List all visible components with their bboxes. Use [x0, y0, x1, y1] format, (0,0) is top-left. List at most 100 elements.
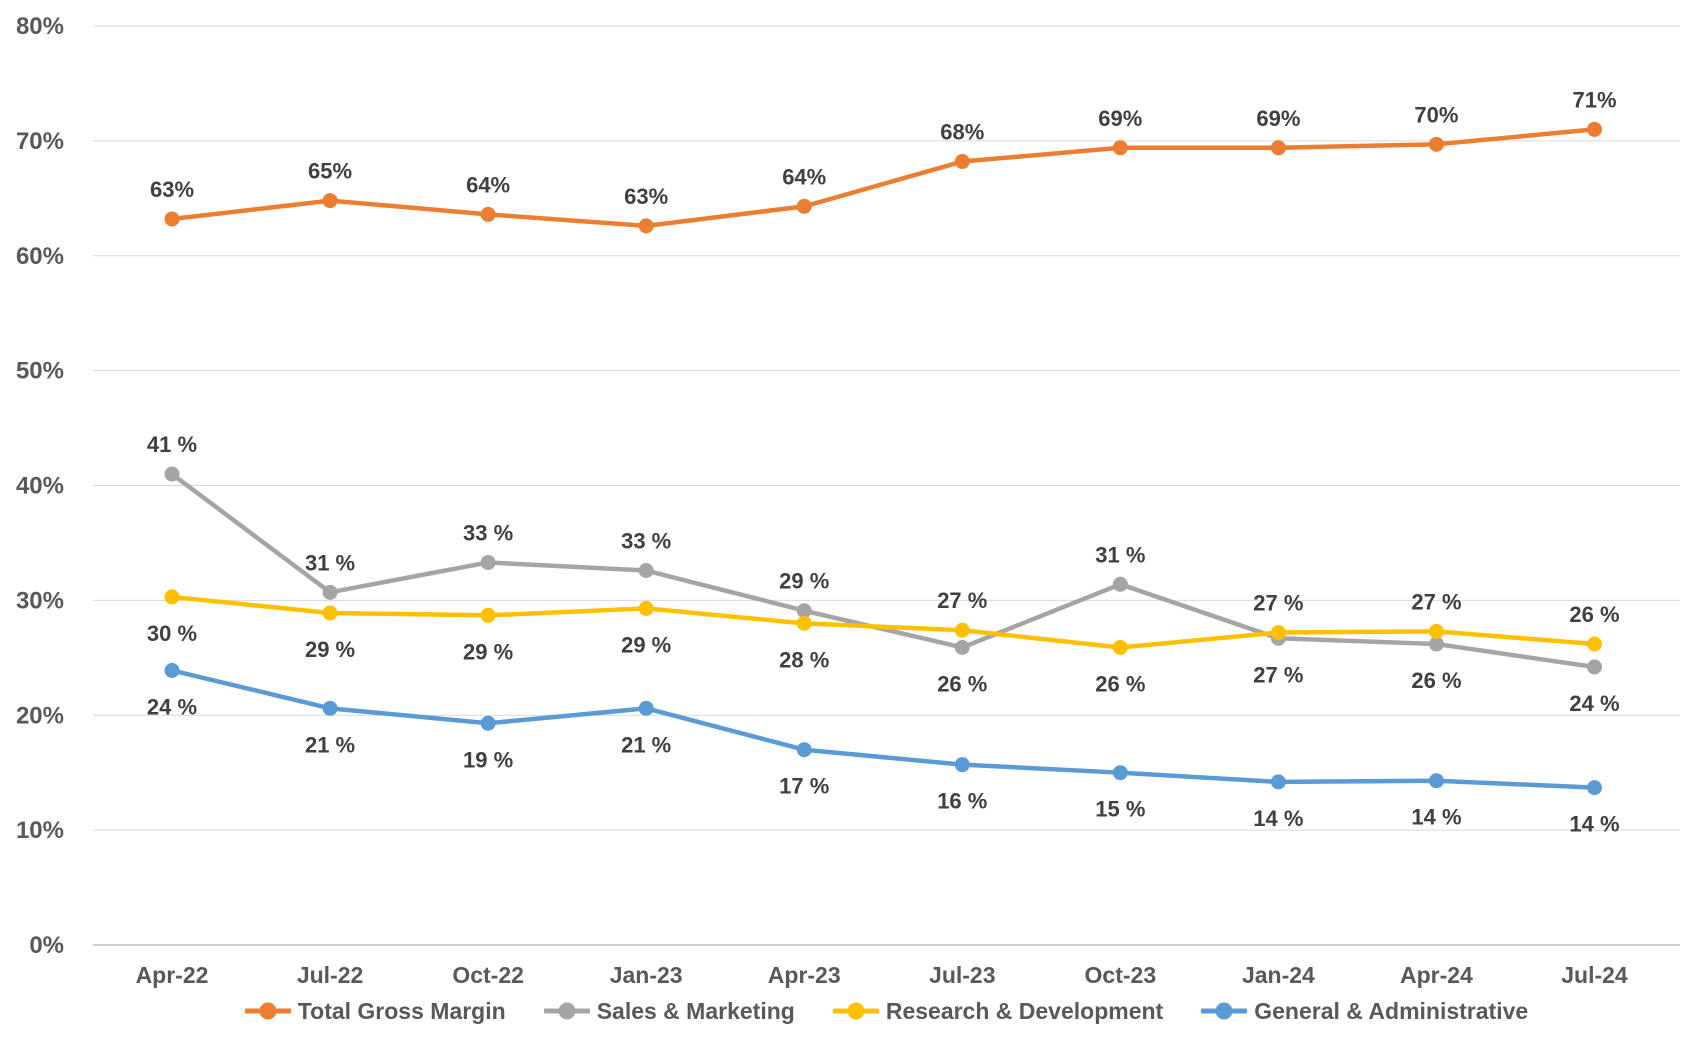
y-axis-tick-label: 60%	[16, 243, 64, 270]
data-point-label: 63%	[150, 177, 194, 202]
data-point-marker	[322, 584, 338, 600]
data-point-marker	[954, 622, 970, 638]
data-point-marker	[164, 466, 180, 482]
legend-line-marker-icon	[1201, 1002, 1248, 1020]
legend-line-marker-icon	[543, 1002, 590, 1020]
data-point-marker	[638, 563, 654, 579]
gridlines	[93, 25, 1680, 946]
data-point-label: 17 %	[779, 774, 829, 799]
data-point-label: 15 %	[1095, 797, 1145, 822]
data-point-label: 26 %	[1411, 668, 1461, 693]
legend-line-marker-icon	[244, 1002, 291, 1020]
data-point-label: 33 %	[621, 529, 671, 554]
series-line	[169, 127, 1597, 229]
series-general-administrative: 24 % 21 % 19 % 21 % 17 % 16 % 15 % 14 % 14 % 14 %	[147, 662, 1620, 837]
y-axis-tick-label: 40%	[16, 473, 64, 500]
legend-label: General & Administrative	[1254, 997, 1529, 1024]
x-axis-tick-label: Jul-24	[1561, 962, 1628, 988]
data-point-label: 27 %	[937, 588, 987, 613]
x-axis-tick-label: Jan-24	[1242, 962, 1315, 988]
x-axis-tick-label: Oct-23	[1085, 962, 1157, 988]
legend-label: Total Gross Margin	[297, 997, 506, 1024]
y-axis-tick-label: 70%	[16, 128, 64, 155]
data-point-label: 31 %	[305, 550, 355, 575]
series-line	[169, 668, 1597, 790]
data-point-label: 24 %	[1569, 691, 1619, 716]
data-point-marker	[480, 554, 496, 570]
data-point-marker	[1270, 774, 1286, 790]
y-axis-tick-label: 20%	[16, 702, 64, 729]
data-point-label: 29 %	[621, 632, 671, 657]
data-point-label: 64%	[782, 164, 826, 189]
data-point-label: 69%	[1098, 106, 1142, 131]
x-axis-tick-labels: Apr-22 Jul-22 Oct-22 Jan-23 Apr-23 Jul-23 Oct-…	[136, 962, 1628, 988]
data-point-label: 19 %	[463, 747, 513, 772]
data-point-marker	[1428, 636, 1444, 652]
data-point-label: 69%	[1256, 106, 1300, 131]
data-point-label: 29 %	[305, 637, 355, 662]
data-point-marker	[1112, 140, 1128, 156]
data-point-label: 24 %	[147, 694, 197, 719]
data-point-marker	[1112, 639, 1128, 655]
data-point-label: 30 %	[147, 621, 197, 646]
data-point-label: 21 %	[621, 732, 671, 757]
series-sales-marketing: 41 % 31 % 33 % 33 % 29 % 26 % 31 % 27 % 26 % 24 %	[147, 432, 1620, 716]
x-axis-tick-label: Oct-22	[452, 962, 524, 988]
data-point-label: 14 %	[1569, 812, 1619, 837]
y-axis-tick-labels: 0% 10% 20% 30% 40% 50% 60% 70% 80%	[16, 13, 64, 959]
data-point-label: 28 %	[779, 647, 829, 672]
data-point-marker	[1428, 623, 1444, 639]
data-point-marker	[954, 639, 970, 655]
data-point-marker	[1270, 140, 1286, 156]
series-total-gross-margin: 63% 65% 64% 63% 64% 68% 69% 69% 70% 71%	[150, 87, 1617, 234]
chart-legend: Total Gross Margin Sales & Marketing Resea…	[93, 988, 1680, 1034]
data-point-label: 21 %	[305, 732, 355, 757]
series-research-development: 30 % 29 % 29 % 29 % 28 % 27 % 26 % 27 % 27 % 26 %	[147, 588, 1620, 696]
data-point-marker	[796, 742, 812, 758]
legend-item-sales-marketing: Sales & Marketing	[543, 998, 795, 1025]
data-point-label: 14 %	[1411, 805, 1461, 830]
data-point-label: 26 %	[937, 671, 987, 696]
data-point-label: 27 %	[1253, 662, 1303, 687]
data-point-label: 63%	[624, 184, 668, 209]
x-axis-tick-label: Apr-22	[136, 962, 209, 988]
data-point-marker	[164, 589, 180, 605]
x-axis-tick-label: Jul-22	[297, 962, 363, 988]
data-point-label: 31 %	[1095, 542, 1145, 567]
data-point-label: 65%	[308, 159, 352, 184]
data-point-label: 71%	[1572, 87, 1616, 112]
data-point-marker	[954, 757, 970, 773]
data-point-label: 16 %	[937, 789, 987, 814]
x-axis-tick-label: Jan-23	[610, 962, 683, 988]
y-axis-tick-label: 30%	[16, 587, 64, 614]
data-point-label: 70%	[1414, 102, 1458, 127]
legend-line-marker-icon	[832, 1002, 879, 1020]
series-line	[169, 594, 1597, 650]
y-axis-tick-label: 50%	[16, 358, 64, 385]
data-point-marker	[1428, 773, 1444, 789]
data-point-label: 41 %	[147, 432, 197, 457]
data-point-label: 27 %	[1411, 589, 1461, 614]
data-point-marker	[1112, 765, 1128, 781]
data-point-marker	[1587, 659, 1602, 675]
data-point-marker	[322, 193, 338, 209]
data-point-marker	[638, 700, 654, 716]
data-point-marker	[638, 218, 654, 234]
data-point-marker	[164, 662, 180, 678]
data-point-label: 26 %	[1095, 671, 1145, 696]
legend-item-research-development: Research & Development	[832, 998, 1163, 1025]
x-axis-tick-label: Apr-23	[768, 962, 841, 988]
data-point-marker	[796, 603, 812, 619]
data-point-label: 29 %	[779, 569, 829, 594]
data-point-marker	[322, 605, 338, 621]
legend-item-general-administrative: General & Administrative	[1201, 998, 1528, 1025]
data-point-marker	[1270, 625, 1286, 641]
y-axis-tick-label: 0%	[29, 932, 64, 959]
data-point-marker	[954, 154, 970, 170]
data-point-label: 29 %	[463, 639, 513, 664]
x-axis-tick-label: Jul-23	[929, 962, 995, 988]
data-point-marker	[796, 615, 812, 631]
y-axis-tick-label: 10%	[16, 817, 64, 844]
data-point-label: 27 %	[1253, 591, 1303, 616]
